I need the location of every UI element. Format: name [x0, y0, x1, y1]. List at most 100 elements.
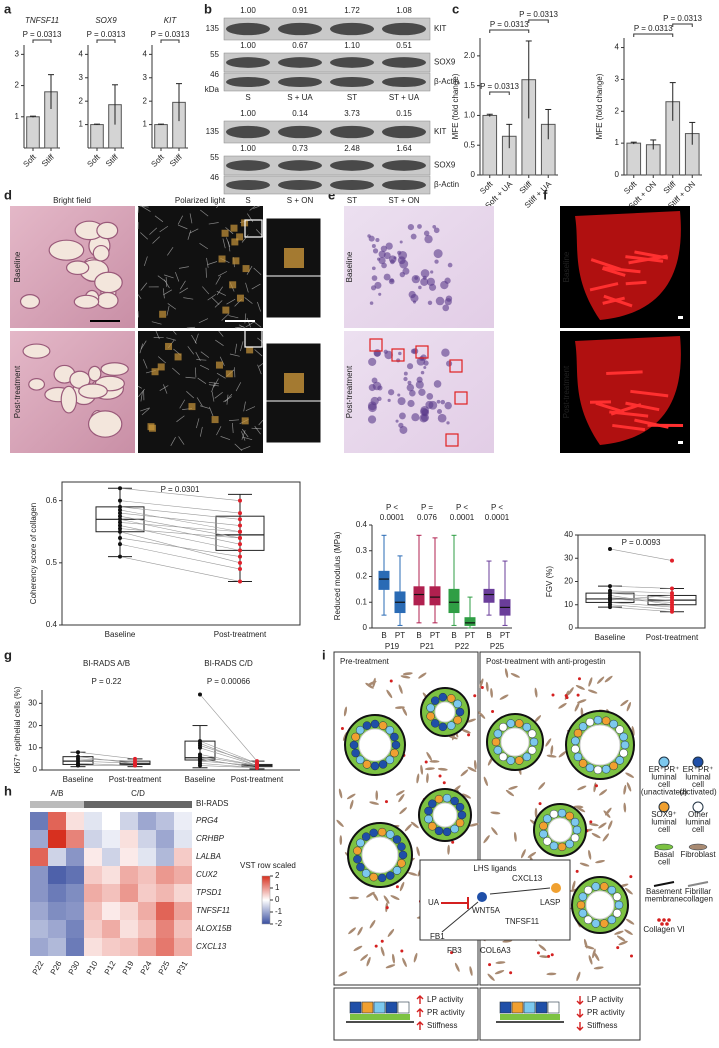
collagen-vi — [488, 963, 492, 967]
collagen-vi — [594, 784, 598, 788]
fiber — [173, 330, 177, 335]
fiber — [258, 419, 264, 426]
heatmap-cell — [102, 938, 120, 956]
baseline-point — [118, 542, 122, 547]
luminal-cell — [583, 915, 593, 925]
heatmap-cell — [156, 848, 174, 866]
gene-label: CXCL13 — [196, 942, 227, 951]
pair-line — [199, 754, 258, 766]
tissue-structure — [65, 260, 90, 276]
fiber — [186, 326, 196, 329]
bar — [482, 114, 498, 176]
luminal-cell — [493, 729, 503, 739]
luminal-cell — [549, 841, 559, 851]
band-label: KIT — [434, 127, 447, 136]
pair-line — [119, 487, 241, 501]
fibroblast — [571, 880, 576, 891]
legend-icon — [692, 756, 704, 768]
mini-basal — [500, 1014, 560, 1020]
fiber — [254, 349, 263, 357]
band — [226, 76, 270, 88]
fibroblast — [558, 702, 567, 709]
fibroblast — [588, 823, 599, 827]
cell-cluster — [393, 256, 397, 260]
box — [483, 588, 495, 603]
chart-title: TNFSF11 — [25, 16, 59, 25]
mini-cell — [511, 1001, 524, 1014]
luminal-cell — [570, 833, 580, 843]
baseline-point — [198, 745, 202, 750]
fiber — [234, 326, 244, 329]
cell-cluster — [428, 283, 437, 291]
cell-cluster — [407, 399, 415, 408]
x-tick-label: PT — [500, 631, 510, 640]
cell-cluster — [423, 365, 427, 369]
heatmap-cell — [138, 830, 156, 848]
luminal-cell — [351, 748, 360, 758]
y-tick-label: 0 — [363, 623, 368, 632]
baseline-point — [198, 692, 202, 697]
cell-cluster — [369, 301, 374, 305]
cell-cluster — [389, 278, 394, 283]
y-tick-label: 4 — [615, 43, 620, 52]
legend-tick-label: -2 — [275, 919, 283, 928]
band-ratio: 0.73 — [292, 144, 308, 153]
fibroblast — [404, 823, 412, 832]
panel-label: g — [4, 647, 12, 662]
legend-label: cell — [692, 780, 704, 789]
mini-cell — [535, 1001, 548, 1014]
heatmap-cell — [30, 938, 48, 956]
fiber — [187, 346, 195, 355]
band — [382, 125, 426, 139]
fibroblast — [387, 928, 395, 937]
band — [330, 160, 374, 171]
scale-bar — [678, 316, 683, 319]
heatmap-cell — [102, 812, 120, 830]
fibroblast — [479, 678, 484, 688]
group-label: P19 — [385, 642, 400, 651]
luminal-cell — [424, 814, 433, 824]
cell-cluster — [373, 350, 381, 357]
fiber — [139, 205, 149, 208]
legend-label: ER⁺PR⁺ — [649, 765, 680, 774]
significance-bracket — [32, 39, 52, 43]
fibroblast — [623, 784, 627, 795]
fiber — [149, 227, 158, 235]
heatmap-cell — [84, 938, 102, 956]
collagen-vi — [400, 949, 404, 953]
group-title: BI-RADS C/D — [204, 659, 253, 668]
fibroblast — [394, 706, 405, 709]
baseline-point — [608, 605, 612, 610]
significance-bracket — [633, 33, 674, 37]
luminal-cell — [573, 728, 583, 738]
pair-line — [119, 506, 241, 520]
p-value: P = 0.0313 — [151, 30, 190, 39]
effect-label: PR activity — [427, 1008, 465, 1017]
blot — [223, 72, 431, 92]
mini-cell — [361, 1001, 374, 1014]
cell-cluster — [398, 351, 402, 356]
fiber — [167, 246, 174, 256]
luminal-cell — [570, 817, 580, 827]
heatmap-cell — [138, 866, 156, 884]
bar — [26, 116, 40, 149]
down-arrow — [576, 1022, 584, 1031]
fibroglandular-tissue — [628, 254, 668, 265]
cell-cluster — [371, 275, 378, 281]
cell-cluster — [410, 233, 417, 240]
band-label: SOX9 — [434, 58, 456, 67]
lumen — [432, 802, 458, 828]
fibroblast — [574, 702, 580, 712]
fibroblast — [420, 764, 424, 775]
baseline-point — [118, 526, 122, 531]
luminal-cell — [543, 837, 552, 846]
fibroblast — [469, 823, 479, 827]
band — [226, 160, 270, 171]
collagen-vi — [384, 800, 388, 804]
fiber — [245, 282, 249, 293]
legend-label: cell — [658, 825, 670, 834]
post-point — [238, 529, 242, 534]
legend-tick-label: 2 — [275, 871, 280, 880]
fiber — [232, 422, 234, 433]
band-ratio: 1.64 — [396, 144, 412, 153]
